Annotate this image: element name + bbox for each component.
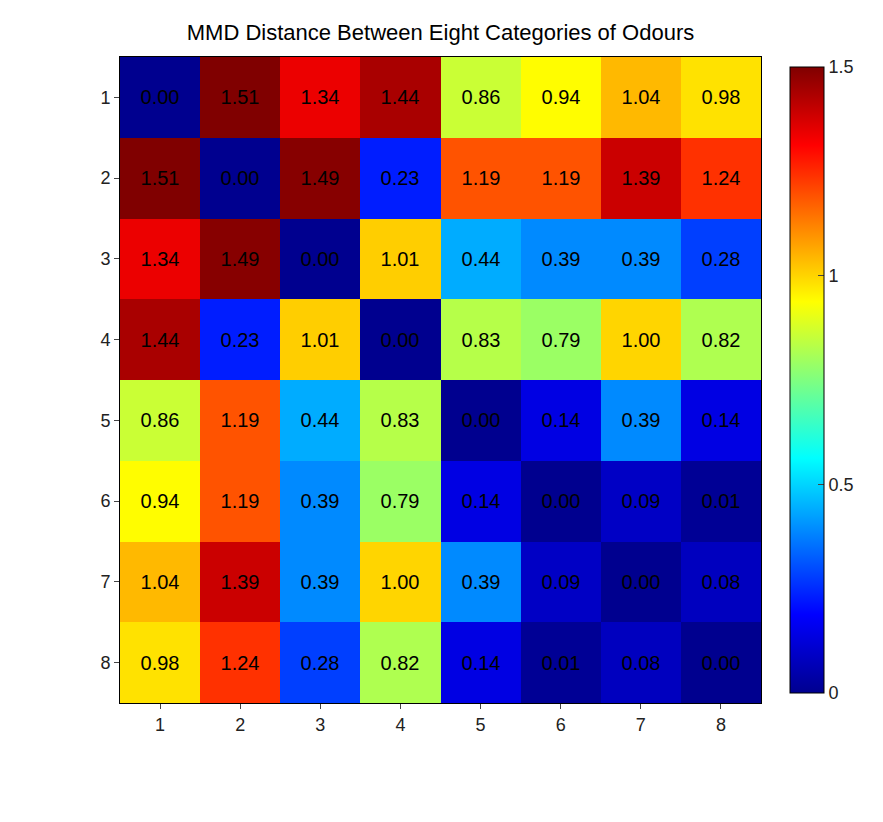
svg-text:1: 1 xyxy=(100,88,110,108)
svg-text:1: 1 xyxy=(155,715,165,735)
svg-text:0.00: 0.00 xyxy=(221,167,260,189)
svg-text:1.04: 1.04 xyxy=(141,571,180,593)
svg-text:0.23: 0.23 xyxy=(381,167,420,189)
svg-text:0.14: 0.14 xyxy=(462,490,501,512)
svg-text:4: 4 xyxy=(395,715,405,735)
svg-text:2: 2 xyxy=(235,715,245,735)
svg-text:0.79: 0.79 xyxy=(542,329,581,351)
svg-text:7: 7 xyxy=(636,715,646,735)
svg-text:5: 5 xyxy=(476,715,486,735)
svg-text:0.09: 0.09 xyxy=(542,571,581,593)
svg-text:6: 6 xyxy=(556,715,566,735)
svg-text:0.28: 0.28 xyxy=(301,652,340,674)
svg-text:1.24: 1.24 xyxy=(702,167,741,189)
svg-text:1.19: 1.19 xyxy=(542,167,581,189)
svg-text:0.44: 0.44 xyxy=(462,248,501,270)
svg-text:0: 0 xyxy=(829,683,839,703)
svg-text:0.39: 0.39 xyxy=(301,490,340,512)
svg-text:1.5: 1.5 xyxy=(829,57,854,77)
svg-text:0.28: 0.28 xyxy=(702,248,741,270)
svg-text:0.09: 0.09 xyxy=(622,490,661,512)
svg-text:1.51: 1.51 xyxy=(221,86,260,108)
svg-text:0.14: 0.14 xyxy=(462,652,501,674)
svg-text:1.19: 1.19 xyxy=(221,409,260,431)
svg-text:3: 3 xyxy=(100,249,110,269)
svg-text:1.49: 1.49 xyxy=(301,167,340,189)
svg-text:0.01: 0.01 xyxy=(702,490,741,512)
svg-text:8: 8 xyxy=(100,653,110,673)
svg-text:0.82: 0.82 xyxy=(702,329,741,351)
svg-text:0.86: 0.86 xyxy=(462,86,501,108)
svg-text:0.86: 0.86 xyxy=(141,409,180,431)
svg-text:0.08: 0.08 xyxy=(622,652,661,674)
svg-text:0.14: 0.14 xyxy=(702,409,741,431)
svg-text:1.39: 1.39 xyxy=(221,571,260,593)
svg-text:0.83: 0.83 xyxy=(462,329,501,351)
svg-text:0.39: 0.39 xyxy=(622,248,661,270)
svg-text:1.39: 1.39 xyxy=(622,167,661,189)
svg-text:0.5: 0.5 xyxy=(829,475,854,495)
svg-text:0.98: 0.98 xyxy=(141,652,180,674)
svg-text:3: 3 xyxy=(315,715,325,735)
svg-text:0.44: 0.44 xyxy=(301,409,340,431)
svg-text:0.00: 0.00 xyxy=(141,86,180,108)
svg-text:7: 7 xyxy=(100,572,110,592)
svg-text:0.00: 0.00 xyxy=(702,652,741,674)
svg-text:0.94: 0.94 xyxy=(542,86,581,108)
svg-text:0.39: 0.39 xyxy=(622,409,661,431)
svg-text:8: 8 xyxy=(716,715,726,735)
svg-text:1.19: 1.19 xyxy=(462,167,501,189)
svg-text:1.00: 1.00 xyxy=(622,329,661,351)
svg-text:4: 4 xyxy=(100,330,110,350)
svg-text:1.44: 1.44 xyxy=(141,329,180,351)
svg-text:0.08: 0.08 xyxy=(702,571,741,593)
svg-text:0.82: 0.82 xyxy=(381,652,420,674)
svg-text:1: 1 xyxy=(829,266,839,286)
svg-text:0.23: 0.23 xyxy=(221,329,260,351)
svg-text:5: 5 xyxy=(100,411,110,431)
svg-text:1.49: 1.49 xyxy=(221,248,260,270)
svg-text:0.94: 0.94 xyxy=(141,490,180,512)
svg-text:1.34: 1.34 xyxy=(141,248,180,270)
svg-text:1.01: 1.01 xyxy=(301,329,340,351)
svg-text:2: 2 xyxy=(100,168,110,188)
svg-text:1.04: 1.04 xyxy=(622,86,661,108)
svg-text:MMD Distance Between Eight Cat: MMD Distance Between Eight Categories of… xyxy=(187,20,694,45)
svg-text:0.00: 0.00 xyxy=(462,409,501,431)
svg-text:0.79: 0.79 xyxy=(381,490,420,512)
svg-text:1.00: 1.00 xyxy=(381,571,420,593)
svg-text:0.00: 0.00 xyxy=(301,248,340,270)
svg-text:1.19: 1.19 xyxy=(221,490,260,512)
svg-text:0.00: 0.00 xyxy=(381,329,420,351)
svg-text:0.98: 0.98 xyxy=(702,86,741,108)
svg-text:1.01: 1.01 xyxy=(381,248,420,270)
svg-text:1.34: 1.34 xyxy=(301,86,340,108)
svg-text:0.00: 0.00 xyxy=(542,490,581,512)
svg-text:0.14: 0.14 xyxy=(542,409,581,431)
svg-text:0.39: 0.39 xyxy=(542,248,581,270)
svg-text:1.51: 1.51 xyxy=(141,167,180,189)
svg-text:0.00: 0.00 xyxy=(622,571,661,593)
svg-text:1.24: 1.24 xyxy=(221,652,260,674)
svg-text:1.44: 1.44 xyxy=(381,86,420,108)
svg-text:0.39: 0.39 xyxy=(301,571,340,593)
svg-text:0.39: 0.39 xyxy=(462,571,501,593)
svg-text:0.83: 0.83 xyxy=(381,409,420,431)
svg-text:0.01: 0.01 xyxy=(542,652,581,674)
svg-text:6: 6 xyxy=(100,491,110,511)
